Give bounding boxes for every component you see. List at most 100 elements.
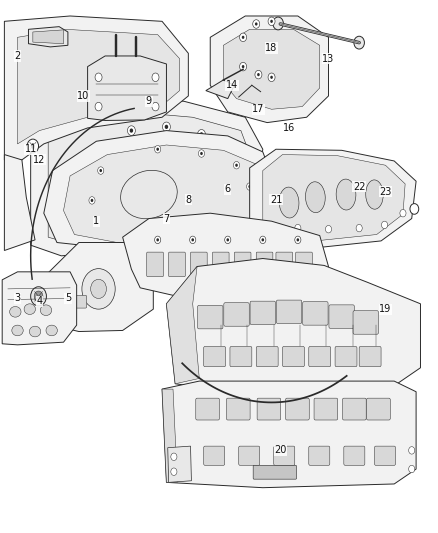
Circle shape bbox=[34, 291, 43, 302]
Text: 8: 8 bbox=[185, 195, 191, 205]
Circle shape bbox=[235, 164, 238, 167]
Polygon shape bbox=[44, 243, 153, 332]
Circle shape bbox=[270, 20, 273, 23]
Polygon shape bbox=[88, 56, 166, 120]
Circle shape bbox=[233, 161, 240, 169]
Circle shape bbox=[400, 209, 406, 217]
Polygon shape bbox=[166, 266, 199, 384]
Text: 18: 18 bbox=[265, 43, 278, 53]
Circle shape bbox=[255, 22, 258, 26]
Circle shape bbox=[86, 208, 89, 213]
FancyBboxPatch shape bbox=[204, 446, 225, 465]
Circle shape bbox=[270, 76, 273, 79]
FancyBboxPatch shape bbox=[374, 446, 396, 465]
Circle shape bbox=[273, 17, 283, 30]
Polygon shape bbox=[166, 259, 420, 397]
Polygon shape bbox=[250, 149, 416, 248]
Circle shape bbox=[31, 287, 46, 306]
Circle shape bbox=[409, 465, 415, 473]
Polygon shape bbox=[223, 29, 320, 109]
FancyBboxPatch shape bbox=[169, 252, 185, 277]
Polygon shape bbox=[48, 112, 252, 241]
FancyBboxPatch shape bbox=[191, 252, 207, 277]
Circle shape bbox=[190, 236, 196, 244]
Circle shape bbox=[95, 102, 102, 111]
Circle shape bbox=[91, 199, 93, 202]
FancyBboxPatch shape bbox=[204, 346, 226, 367]
Circle shape bbox=[165, 125, 168, 129]
Text: 14: 14 bbox=[226, 80, 238, 90]
Circle shape bbox=[257, 73, 260, 76]
FancyBboxPatch shape bbox=[314, 398, 338, 420]
Circle shape bbox=[155, 146, 161, 153]
Text: 19: 19 bbox=[379, 304, 392, 314]
Ellipse shape bbox=[305, 182, 325, 213]
Circle shape bbox=[253, 20, 260, 28]
Circle shape bbox=[268, 222, 275, 230]
Circle shape bbox=[156, 148, 159, 151]
FancyBboxPatch shape bbox=[343, 398, 366, 420]
Text: 21: 21 bbox=[270, 195, 282, 205]
Ellipse shape bbox=[40, 305, 52, 316]
Circle shape bbox=[91, 279, 106, 298]
Text: 11: 11 bbox=[25, 144, 37, 154]
FancyBboxPatch shape bbox=[198, 305, 223, 329]
Circle shape bbox=[224, 149, 232, 158]
Ellipse shape bbox=[279, 187, 299, 218]
FancyBboxPatch shape bbox=[344, 446, 365, 465]
Circle shape bbox=[200, 132, 203, 136]
Ellipse shape bbox=[10, 306, 21, 317]
Text: 3: 3 bbox=[14, 294, 21, 303]
FancyBboxPatch shape bbox=[353, 311, 378, 334]
Circle shape bbox=[354, 36, 364, 49]
Circle shape bbox=[152, 102, 159, 111]
Polygon shape bbox=[64, 145, 267, 245]
Ellipse shape bbox=[29, 326, 41, 337]
Ellipse shape bbox=[120, 171, 177, 219]
Text: 10: 10 bbox=[77, 91, 89, 101]
FancyBboxPatch shape bbox=[335, 346, 357, 367]
FancyBboxPatch shape bbox=[230, 346, 252, 367]
Circle shape bbox=[31, 143, 35, 149]
Circle shape bbox=[89, 197, 95, 204]
Circle shape bbox=[297, 238, 299, 241]
FancyBboxPatch shape bbox=[250, 301, 276, 325]
Circle shape bbox=[198, 150, 205, 157]
FancyBboxPatch shape bbox=[226, 398, 250, 420]
Ellipse shape bbox=[176, 135, 200, 152]
FancyBboxPatch shape bbox=[212, 252, 229, 277]
Circle shape bbox=[240, 62, 247, 71]
Polygon shape bbox=[162, 389, 177, 482]
Circle shape bbox=[27, 139, 39, 153]
Ellipse shape bbox=[46, 325, 57, 336]
Text: 5: 5 bbox=[65, 294, 71, 303]
Circle shape bbox=[409, 447, 415, 454]
FancyBboxPatch shape bbox=[224, 303, 249, 326]
Polygon shape bbox=[168, 446, 191, 482]
Text: 23: 23 bbox=[379, 187, 392, 197]
FancyBboxPatch shape bbox=[276, 252, 293, 277]
FancyBboxPatch shape bbox=[234, 252, 251, 277]
Circle shape bbox=[130, 128, 133, 133]
Circle shape bbox=[268, 17, 275, 26]
FancyBboxPatch shape bbox=[309, 346, 331, 367]
Circle shape bbox=[191, 238, 194, 241]
FancyBboxPatch shape bbox=[147, 252, 163, 277]
Circle shape bbox=[242, 36, 244, 39]
Text: 13: 13 bbox=[322, 54, 335, 63]
Text: 12: 12 bbox=[33, 155, 46, 165]
FancyBboxPatch shape bbox=[309, 446, 330, 465]
Circle shape bbox=[98, 167, 104, 174]
Text: 20: 20 bbox=[274, 446, 286, 455]
FancyBboxPatch shape bbox=[253, 465, 297, 479]
Text: 4: 4 bbox=[36, 296, 42, 306]
Circle shape bbox=[99, 169, 102, 172]
Polygon shape bbox=[263, 155, 405, 241]
Circle shape bbox=[152, 73, 159, 82]
Circle shape bbox=[295, 224, 301, 232]
Ellipse shape bbox=[366, 180, 383, 209]
FancyBboxPatch shape bbox=[274, 446, 295, 465]
FancyBboxPatch shape bbox=[283, 346, 304, 367]
Circle shape bbox=[84, 163, 92, 173]
Polygon shape bbox=[18, 29, 180, 144]
